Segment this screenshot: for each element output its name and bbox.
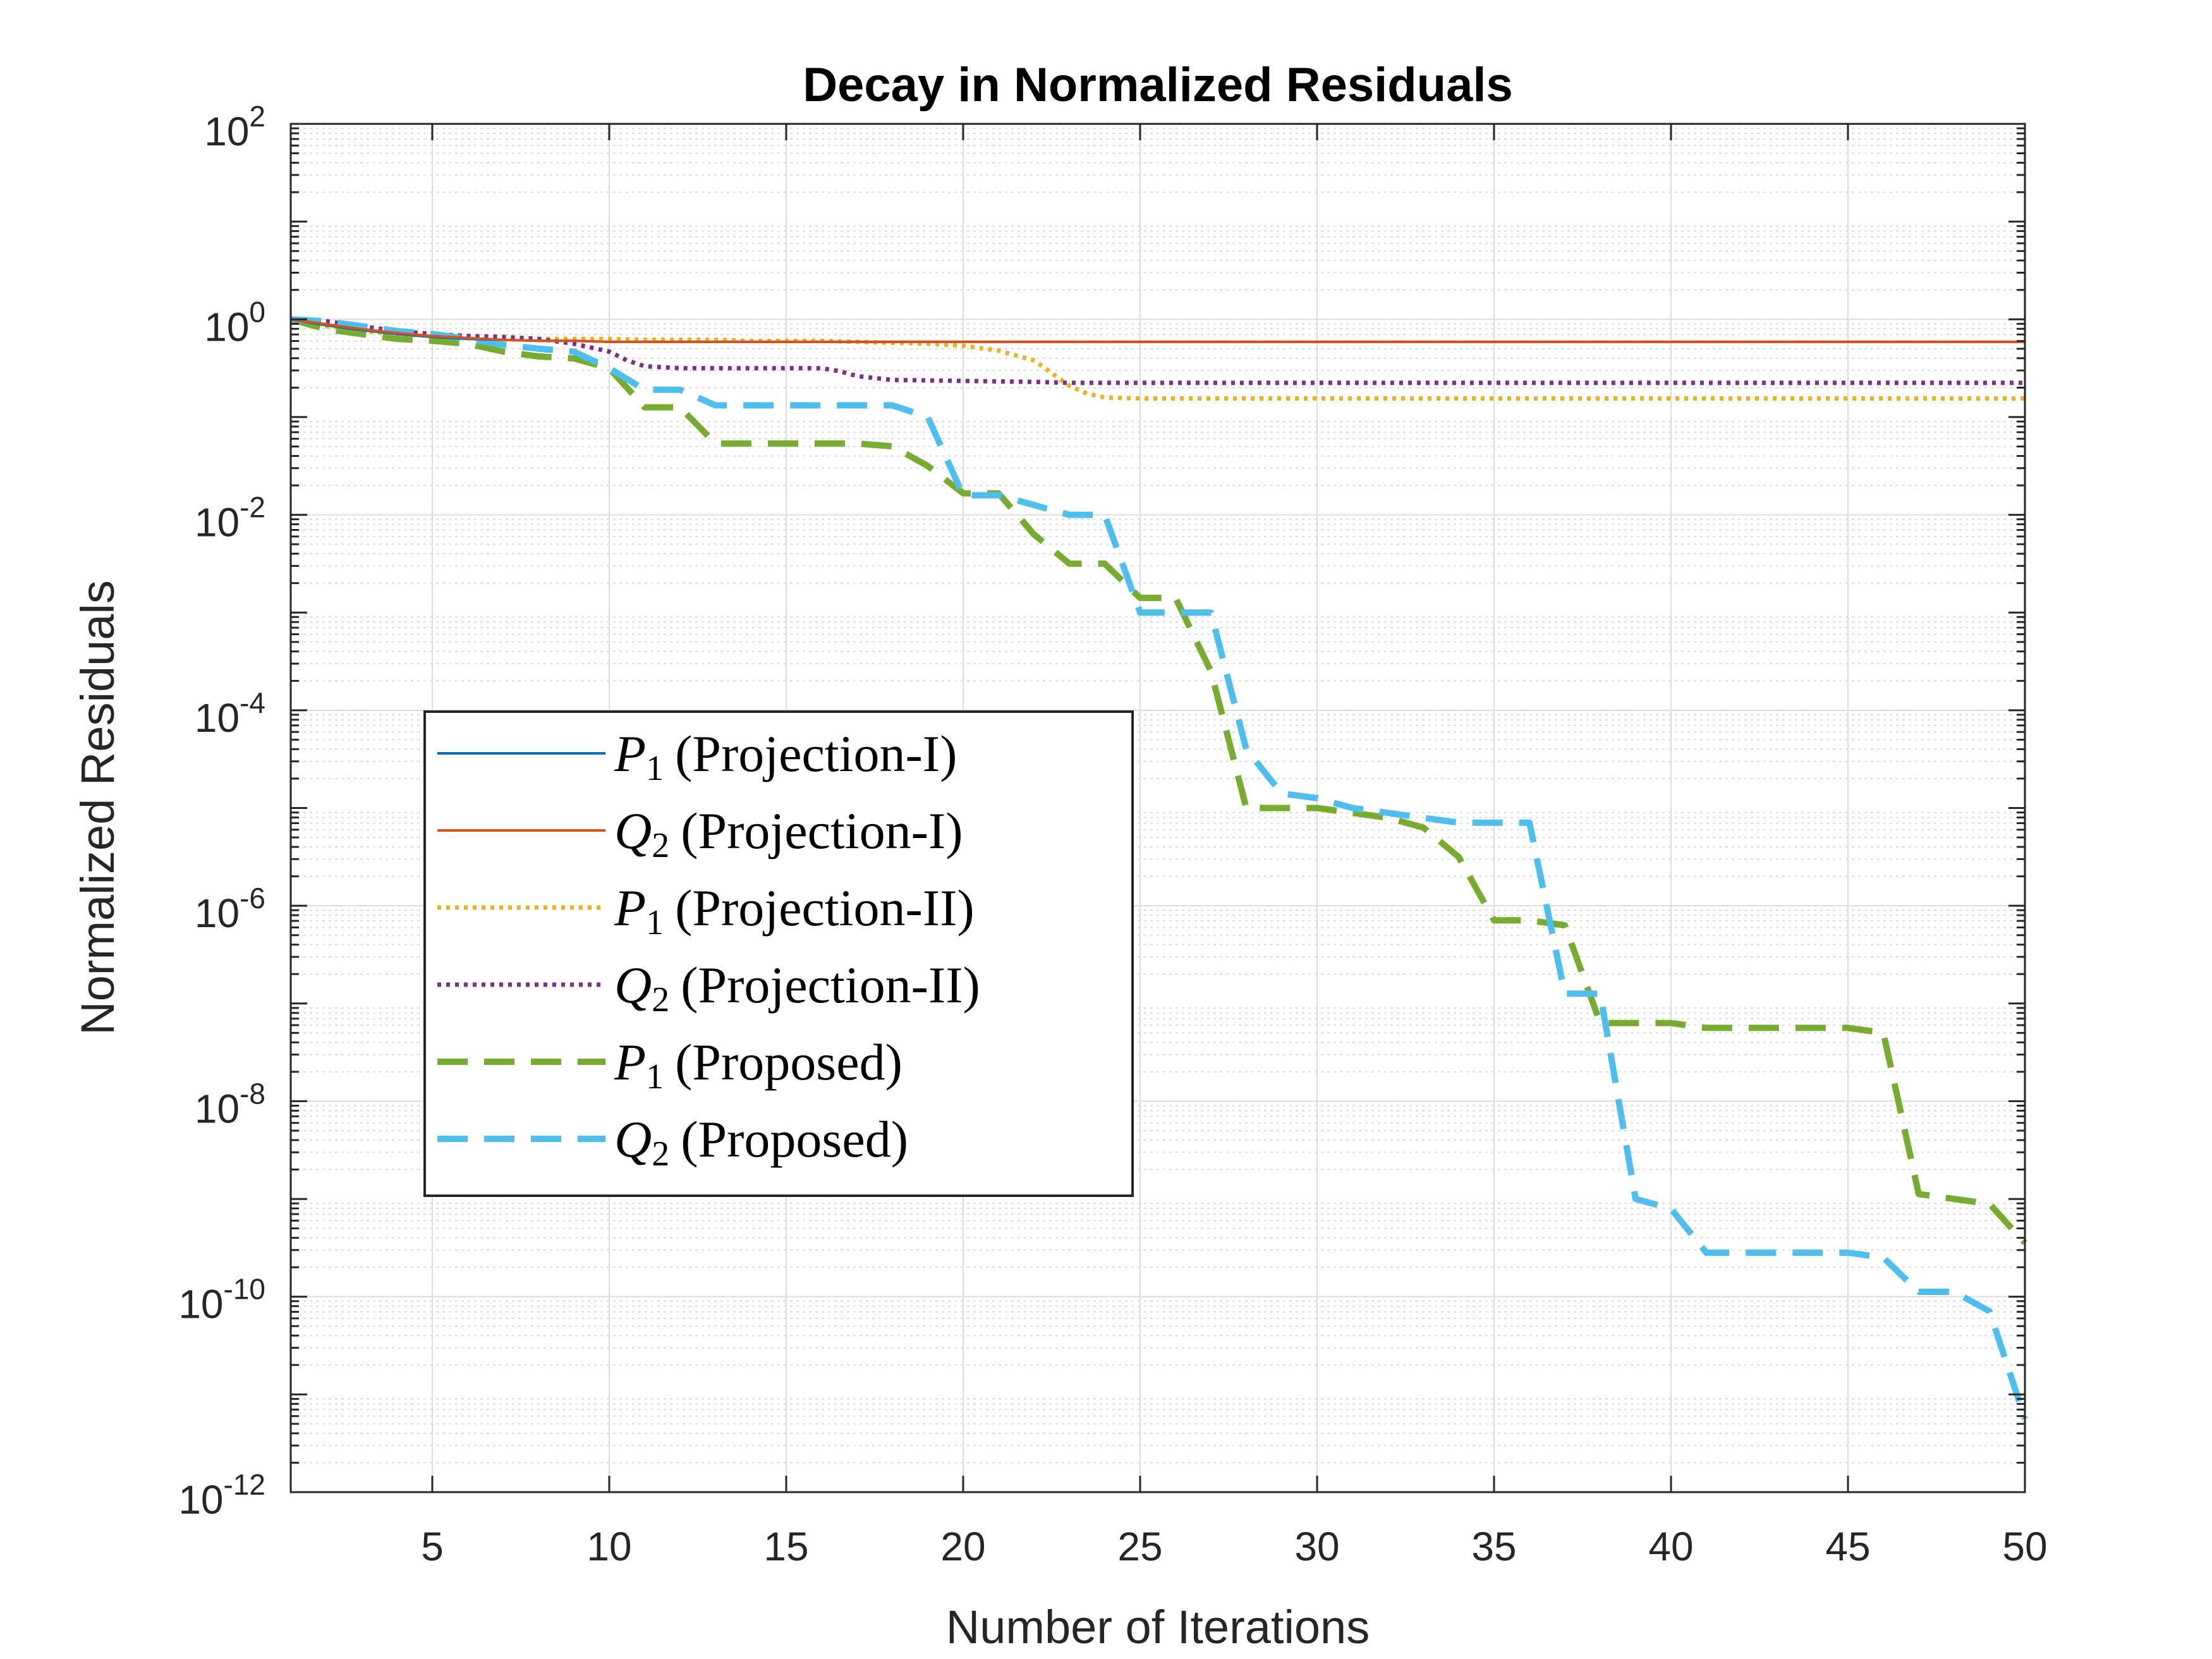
legend-label-4: P1 (Proposed) <box>614 1033 902 1097</box>
grid <box>291 123 2026 1493</box>
y-axis-label: Normalized Residuals <box>71 580 124 1035</box>
series-line-5 <box>290 316 2028 1420</box>
y-tick-label: 10-10 <box>178 1273 265 1327</box>
x-tick-label: 50 <box>2002 1524 2047 1569</box>
series-layer <box>289 316 2028 1420</box>
legend-box <box>423 710 1134 1197</box>
x-tick-label: 25 <box>1117 1524 1162 1569</box>
legend-label-3: Q2 (Projection-II) <box>614 956 980 1019</box>
y-tick-label: 10-2 <box>195 491 265 545</box>
x-tick-label: 15 <box>763 1524 808 1569</box>
x-tick-label: 10 <box>586 1524 631 1569</box>
y-tick-label: 10-8 <box>195 1077 265 1131</box>
y-tick-label: 100 <box>204 295 265 349</box>
y-tick-label: 10-12 <box>178 1468 265 1522</box>
legend-label-2: P1 (Projection-II) <box>614 879 975 942</box>
legend: P1 (Projection-I) Q2 (Projection-I) P1 (Proje… <box>423 710 1134 1197</box>
legend-label-1: Q2 (Projection-I) <box>614 802 963 865</box>
x-tick-label: 30 <box>1294 1524 1339 1569</box>
legend-label-5: Q2 (Proposed) <box>614 1110 908 1174</box>
y-tick-label: 102 <box>204 100 265 154</box>
series-line-4 <box>289 316 2027 1246</box>
x-tick-label: 20 <box>940 1524 985 1569</box>
tick-marks <box>291 124 2026 1493</box>
x-tick-label: 40 <box>1648 1524 1693 1569</box>
series-line-1 <box>290 318 2025 343</box>
legend-entries: P1 (Projection-I) Q2 (Projection-I) P1 (Proje… <box>437 725 980 1174</box>
x-tick-label: 35 <box>1471 1524 1516 1569</box>
x-axis-label: Number of Iterations <box>946 1601 1370 1653</box>
chart-title: Decay in Normalized Residuals <box>803 58 1513 112</box>
x-tick-labels: 5 10 15 20 25 30 35 40 45 50 <box>421 1524 2047 1569</box>
series-line-3 <box>290 317 2025 386</box>
y-tick-label: 10-4 <box>195 686 265 741</box>
y-tick-labels: 102 100 10-2 10-4 10-6 10-8 10-10 10-12 <box>178 100 265 1522</box>
y-tick-label: 10-6 <box>195 882 265 936</box>
x-tick-label: 45 <box>1825 1524 1870 1569</box>
legend-label-0: P1 (Projection-I) <box>614 725 957 788</box>
x-tick-label: 5 <box>421 1524 444 1569</box>
